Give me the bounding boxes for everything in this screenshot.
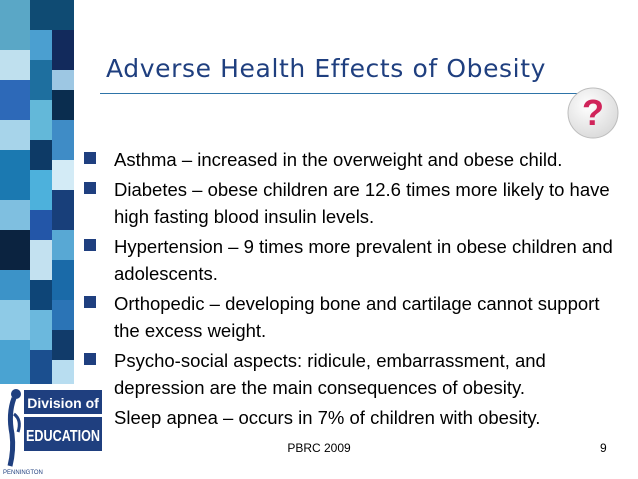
bullet-text: Orthopedic – developing bone and cartila… (114, 293, 600, 341)
bullet-text: Hypertension – 9 times more prevalent in… (114, 236, 613, 284)
bullet-list: Asthma – increased in the overweight and… (84, 146, 624, 434)
bullet-square-icon (84, 239, 96, 251)
bullet-text: Diabetes – obese children are 12.6 times… (114, 179, 610, 227)
list-item: Hypertension – 9 times more prevalent in… (84, 233, 624, 287)
list-item: Sleep apnea – occurs in 7% of children w… (84, 404, 624, 431)
bullet-square-icon (84, 296, 96, 308)
question-mark-icon: ? (567, 87, 619, 139)
footer-source: PBRC 2009 (287, 441, 351, 455)
bullet-text: Asthma – increased in the overweight and… (114, 149, 563, 170)
bullet-text: Sleep apnea – occurs in 7% of children w… (114, 407, 541, 428)
list-item: Psycho-social aspects: ridicule, embarra… (84, 347, 624, 401)
division-of-education-logo: Division of EDUCATION PENNINGTON (0, 384, 106, 479)
logo-small-text: PENNINGTON (3, 470, 43, 476)
list-item: Diabetes – obese children are 12.6 times… (84, 176, 624, 230)
slide-number: 9 (600, 441, 607, 455)
decorative-mosaic (0, 0, 74, 390)
bullet-square-icon (84, 353, 96, 365)
bullet-square-icon (84, 182, 96, 194)
bullet-text: Psycho-social aspects: ridicule, embarra… (114, 350, 546, 398)
title-underline (100, 93, 608, 94)
bullet-square-icon (84, 152, 96, 164)
list-item: Orthopedic – developing bone and cartila… (84, 290, 624, 344)
list-item: Asthma – increased in the overweight and… (84, 146, 624, 173)
question-mark-glyph: ? (582, 92, 604, 133)
logo-line-1: Division of (27, 395, 99, 411)
logo-line-2: EDUCATION (26, 428, 100, 445)
slide-title: Adverse Health Effects of Obesity (106, 54, 547, 83)
